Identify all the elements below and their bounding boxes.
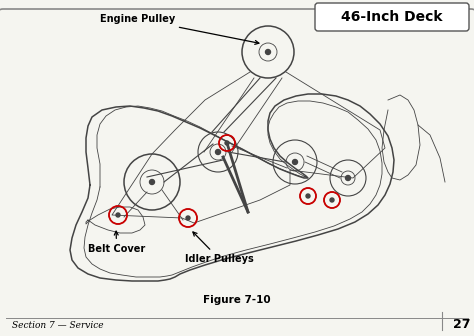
Text: Figure 7-10: Figure 7-10 xyxy=(203,295,271,305)
Text: 46-Inch Deck: 46-Inch Deck xyxy=(341,10,443,24)
Circle shape xyxy=(149,179,155,184)
Circle shape xyxy=(225,141,229,145)
Circle shape xyxy=(186,216,190,220)
Text: Section 7 — Service: Section 7 — Service xyxy=(12,321,104,330)
FancyBboxPatch shape xyxy=(315,3,469,31)
Circle shape xyxy=(116,213,120,217)
Text: Engine Pulley: Engine Pulley xyxy=(100,14,259,44)
Circle shape xyxy=(292,160,298,165)
Text: Belt Cover: Belt Cover xyxy=(88,231,145,254)
Circle shape xyxy=(330,198,334,202)
Text: Idler Pulleys: Idler Pulleys xyxy=(185,232,254,264)
Text: 27: 27 xyxy=(453,319,471,332)
Circle shape xyxy=(306,194,310,198)
Circle shape xyxy=(346,175,350,180)
FancyBboxPatch shape xyxy=(0,9,474,336)
Circle shape xyxy=(265,49,271,54)
Circle shape xyxy=(216,150,220,155)
